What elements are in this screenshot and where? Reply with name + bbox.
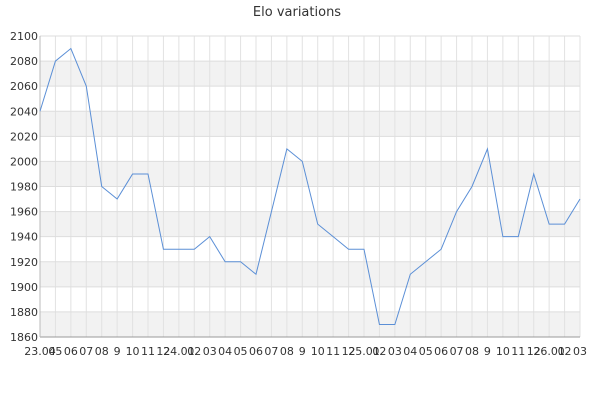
plot-bands (40, 36, 580, 337)
x-tick-label: 03 (388, 345, 402, 358)
x-tick-label: 02 (558, 345, 572, 358)
x-tick-label: 04 (218, 345, 232, 358)
y-tick-label: 2040 (10, 105, 38, 118)
x-tick-label: 07 (450, 345, 464, 358)
x-tick-label: 12 (342, 345, 356, 358)
x-tick-label: 24.01 (163, 345, 195, 358)
plot-band (40, 161, 580, 187)
x-tick-label: 11 (326, 345, 340, 358)
x-tick-label: 9 (484, 345, 491, 358)
plot-band (40, 211, 580, 237)
x-tick-label: 03 (573, 345, 587, 358)
plot-band (40, 86, 580, 112)
x-tick-label: 12 (156, 345, 170, 358)
x-tick-label: 02 (187, 345, 201, 358)
plot-band (40, 261, 580, 287)
x-tick-label: 11 (511, 345, 525, 358)
x-tick-label: 04 (403, 345, 417, 358)
x-tick-label: 06 (64, 345, 78, 358)
x-tick-label: 9 (114, 345, 121, 358)
x-tick-label: 25.01 (348, 345, 380, 358)
x-tick-label: 03 (203, 345, 217, 358)
x-tick-label: 10 (311, 345, 325, 358)
plot-band (40, 36, 580, 62)
x-tick-label: 07 (79, 345, 93, 358)
x-tick-label: 06 (434, 345, 448, 358)
plot-band (40, 286, 580, 312)
plot-band (40, 111, 580, 137)
series-line (39, 47, 581, 325)
x-tick-label: 12 (527, 345, 541, 358)
x-tick-label: 06 (249, 345, 263, 358)
plot-band (40, 61, 580, 87)
plot-band (40, 236, 580, 262)
x-tick-label: 10 (496, 345, 510, 358)
y-tick-label: 2100 (10, 30, 38, 43)
x-tick-label: 05 (48, 345, 62, 358)
y-tick-label: 2060 (10, 80, 38, 93)
y-tick-label: 1940 (10, 231, 38, 244)
y-tick-label: 1860 (10, 331, 38, 344)
x-tick-label: 08 (465, 345, 479, 358)
x-tick-label: 9 (299, 345, 306, 358)
x-tick-label: 08 (280, 345, 294, 358)
x-tick-label: 08 (95, 345, 109, 358)
x-tick-label: 26.01 (533, 345, 565, 358)
x-tick-label: 02 (372, 345, 386, 358)
plot-band (40, 311, 580, 337)
y-tick-label: 2020 (10, 130, 38, 143)
x-tick-label: 05 (419, 345, 433, 358)
y-tick-label: 1980 (10, 181, 38, 194)
y-axis-tick-labels: 1860 1880 1900 1920 1940 1960 1980 2000 2020 2040… (10, 30, 38, 344)
x-tick-label: 05 (234, 345, 248, 358)
y-tick-label: 1880 (10, 306, 38, 319)
y-tick-label: 1900 (10, 281, 38, 294)
plot-band (40, 186, 580, 212)
chart-title: Elo variations (253, 5, 341, 20)
x-tick-label: 23.04 (24, 345, 56, 358)
x-tick-label: 07 (264, 345, 278, 358)
x-tick-label: 10 (126, 345, 140, 358)
y-tick-label: 1960 (10, 206, 38, 219)
y-tick-label: 2080 (10, 55, 38, 68)
y-tick-label: 1920 (10, 256, 38, 269)
y-tick-label: 2000 (10, 155, 38, 168)
plot-band (40, 136, 580, 162)
x-tick-label: 11 (141, 345, 155, 358)
